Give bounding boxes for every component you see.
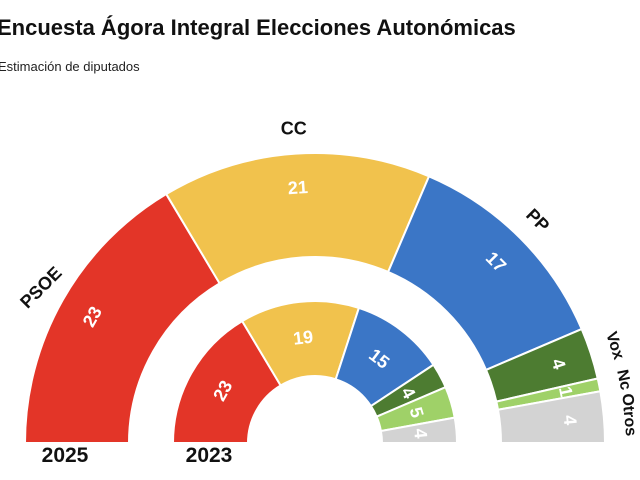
value-label-2025-otros: 4	[560, 414, 581, 426]
value-label-2025-cc: 21	[287, 177, 308, 198]
ring-year-label-2023: 2023	[185, 444, 233, 467]
chart-title: Encuesta Ágora Integral Elecciones Auton…	[0, 15, 516, 40]
chart-subtitle: Estimación de diputados	[0, 59, 140, 74]
party-label-pp: PP	[522, 205, 553, 236]
party-label-vox: Vox	[602, 330, 627, 362]
party-label-cc: CC	[281, 119, 307, 139]
party-label-otros: Otros	[618, 393, 639, 437]
value-label-2023-otros: 4	[410, 428, 431, 440]
value-label-2025-nc: 1	[555, 385, 577, 399]
segment-2025-otros	[497, 390, 606, 444]
party-label-psoe: PSOE	[16, 263, 66, 313]
segment-2025-psoe	[24, 193, 221, 444]
segment-2023-otros	[379, 416, 459, 444]
party-label-nc: Nc	[613, 368, 634, 392]
ring-year-label-2025: 2025	[41, 444, 89, 467]
value-label-2023-cc: 19	[292, 327, 314, 349]
